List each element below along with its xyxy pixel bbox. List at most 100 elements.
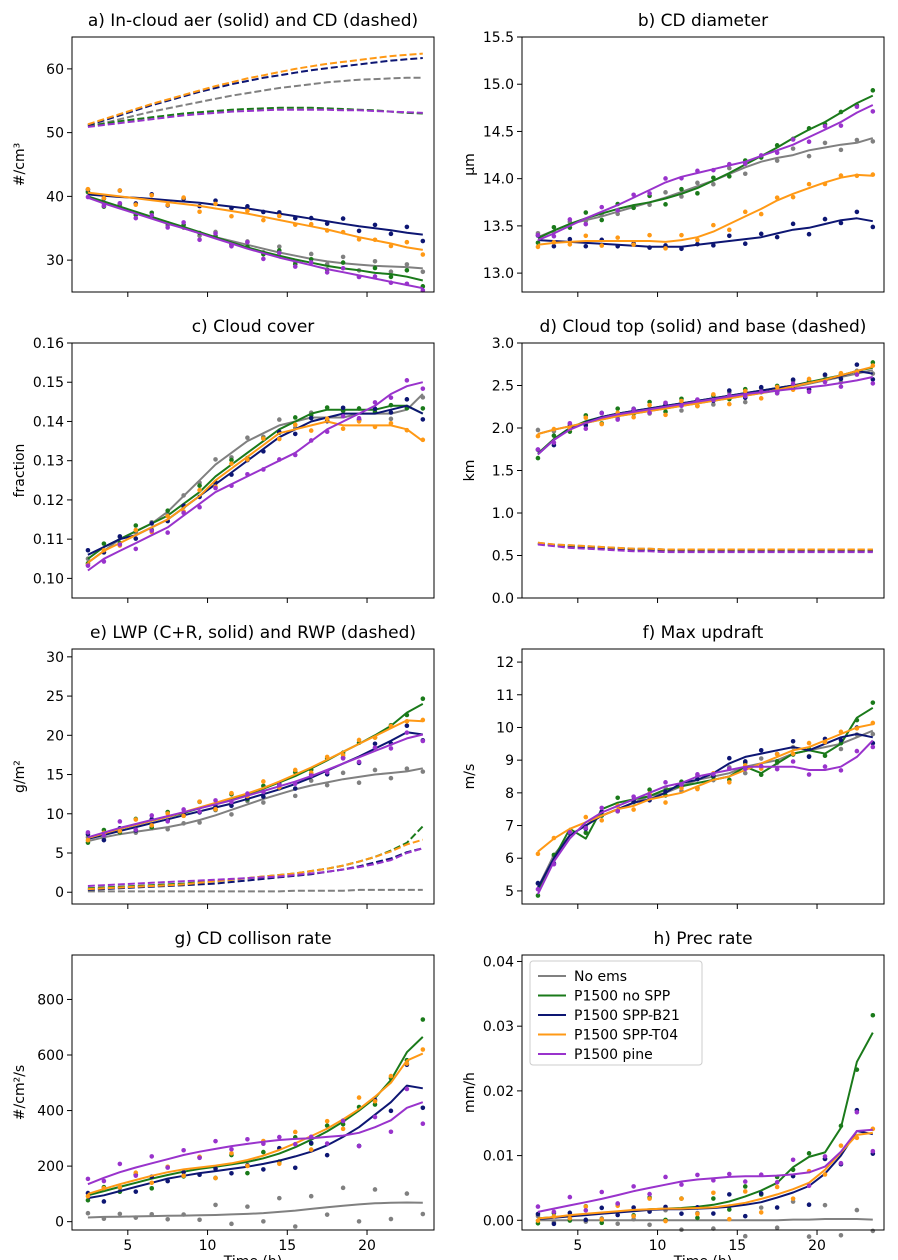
data-point <box>838 370 844 376</box>
data-point <box>245 208 250 214</box>
data-point <box>838 173 844 178</box>
data-point <box>420 386 426 391</box>
data-point <box>615 1221 620 1227</box>
data-point <box>854 372 860 377</box>
data-point <box>308 215 314 221</box>
data-point <box>340 265 346 271</box>
data-point <box>838 147 844 153</box>
data-point <box>340 413 346 419</box>
data-point <box>774 143 780 148</box>
data-point <box>774 1179 780 1185</box>
data-point <box>292 222 298 227</box>
data-point <box>870 1012 876 1018</box>
data-point <box>806 754 812 760</box>
data-point <box>758 153 764 158</box>
data-point <box>806 376 812 382</box>
data-point <box>404 267 410 273</box>
data-point <box>551 426 557 432</box>
data-point <box>711 1196 716 1201</box>
data-point <box>340 1118 346 1124</box>
data-point <box>822 123 828 129</box>
plot-frame <box>521 36 885 293</box>
data-point <box>213 798 218 803</box>
y-tick-label: 10 <box>46 807 64 823</box>
data-point <box>165 513 170 519</box>
data-point <box>85 194 91 200</box>
data-point <box>197 1217 202 1223</box>
data-point <box>181 1173 186 1179</box>
data-point <box>420 717 426 723</box>
series-line <box>537 1128 873 1213</box>
data-point <box>679 194 684 199</box>
data-point <box>679 408 684 413</box>
data-point <box>870 172 876 177</box>
data-point <box>790 221 796 227</box>
data-point <box>404 730 410 735</box>
y-axis-label: fraction <box>12 444 28 498</box>
data-point <box>599 1189 605 1195</box>
data-point <box>615 211 620 217</box>
data-point <box>181 821 186 826</box>
data-point <box>838 1232 844 1238</box>
data-point <box>388 420 394 426</box>
data-point <box>838 384 844 389</box>
data-point <box>583 1217 589 1223</box>
series-line <box>537 739 874 895</box>
data-point <box>535 1211 541 1217</box>
data-point <box>695 1211 700 1217</box>
y-tick-label: 1.5 <box>492 464 514 480</box>
data-point <box>404 378 410 383</box>
data-point <box>420 769 426 774</box>
data-point <box>727 766 732 772</box>
data-point <box>567 236 573 242</box>
y-tick-label: 0.01 <box>483 1149 514 1165</box>
data-point <box>165 811 170 816</box>
data-point <box>647 202 652 208</box>
data-point <box>308 260 314 265</box>
data-point <box>372 274 378 279</box>
data-point <box>101 837 107 843</box>
data-point <box>663 400 668 406</box>
data-point <box>615 417 620 422</box>
data-point <box>261 800 266 805</box>
data-point <box>229 244 234 249</box>
data-point <box>133 523 139 528</box>
panel-b: b) CD diameter μm 13.0 13.5 14.0 14.5 15.0 15.5 <box>462 11 885 297</box>
data-point <box>695 403 700 409</box>
data-point <box>165 1178 170 1184</box>
data-point <box>806 1202 812 1208</box>
data-point <box>695 786 700 792</box>
data-point <box>663 789 668 794</box>
data-point <box>870 700 876 705</box>
data-point <box>292 1141 298 1147</box>
y-tick-label: 6 <box>505 851 514 867</box>
y-tick-label: 600 <box>37 1048 64 1064</box>
data-point <box>117 1211 123 1217</box>
data-point <box>85 1197 91 1203</box>
data-point <box>854 717 860 723</box>
data-point <box>758 763 764 769</box>
data-point <box>838 1143 844 1148</box>
data-point <box>117 819 123 824</box>
legend-entry: P1500 SPP-B21 <box>574 1008 680 1024</box>
data-point <box>790 377 796 382</box>
data-point <box>261 436 266 441</box>
data-point <box>551 835 557 841</box>
data-point <box>181 1169 186 1175</box>
data-point <box>727 1171 732 1177</box>
data-point <box>229 812 234 817</box>
y-axis-label: #/cm³ <box>12 143 28 186</box>
data-point <box>133 1215 139 1220</box>
data-point <box>631 1205 636 1210</box>
y-tick-label: 3.0 <box>492 336 514 352</box>
data-point <box>695 237 700 243</box>
data-point <box>388 402 394 408</box>
data-point <box>245 1163 250 1169</box>
data-point <box>229 461 234 466</box>
data-point <box>567 1215 573 1221</box>
data-point <box>292 1165 298 1171</box>
data-point <box>663 176 668 181</box>
data-point <box>551 239 557 245</box>
data-point <box>758 231 764 237</box>
